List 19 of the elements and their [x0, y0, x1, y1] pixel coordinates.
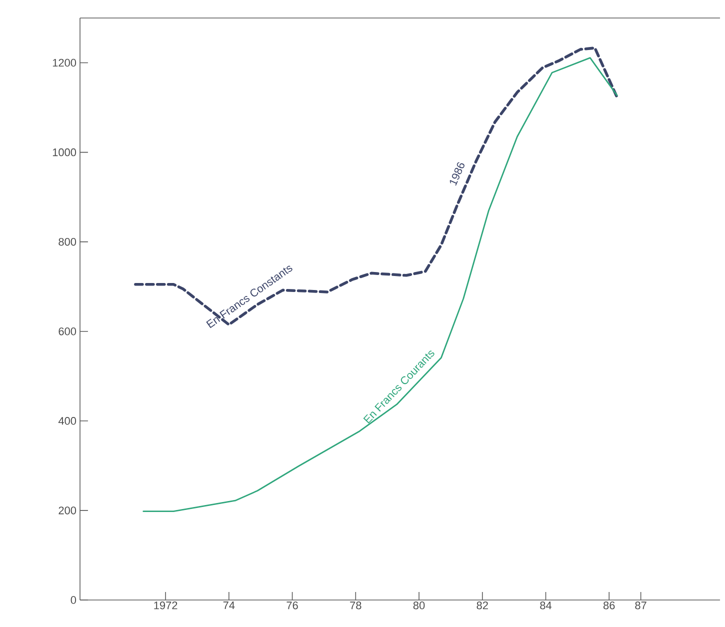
annotation: 1986 [450, 162, 464, 186]
y-tick-label: 400 [58, 417, 76, 425]
x-tick-label: 76 [286, 602, 298, 610]
line-series [142, 57, 618, 512]
y-tick-label: 1000 [52, 148, 76, 156]
x-tick-label: 80 [413, 602, 425, 610]
x-tick-label: 78 [350, 602, 362, 610]
x-tick-label: 86 [603, 602, 615, 610]
x-tick-label: 84 [540, 602, 552, 610]
x-tick-label: 1972 [154, 602, 178, 610]
x-tick-label: 74 [223, 602, 235, 610]
y-tick-label: 200 [58, 506, 76, 514]
y-tick-label: 600 [58, 328, 76, 336]
x-tick-label: 82 [476, 602, 488, 610]
y-tick-label: 800 [58, 238, 76, 246]
x-tick-label: 87 [635, 602, 646, 610]
y-tick-label: 0 [70, 596, 76, 604]
line-series [134, 46, 618, 326]
y-tick-label: 1200 [52, 58, 76, 67]
